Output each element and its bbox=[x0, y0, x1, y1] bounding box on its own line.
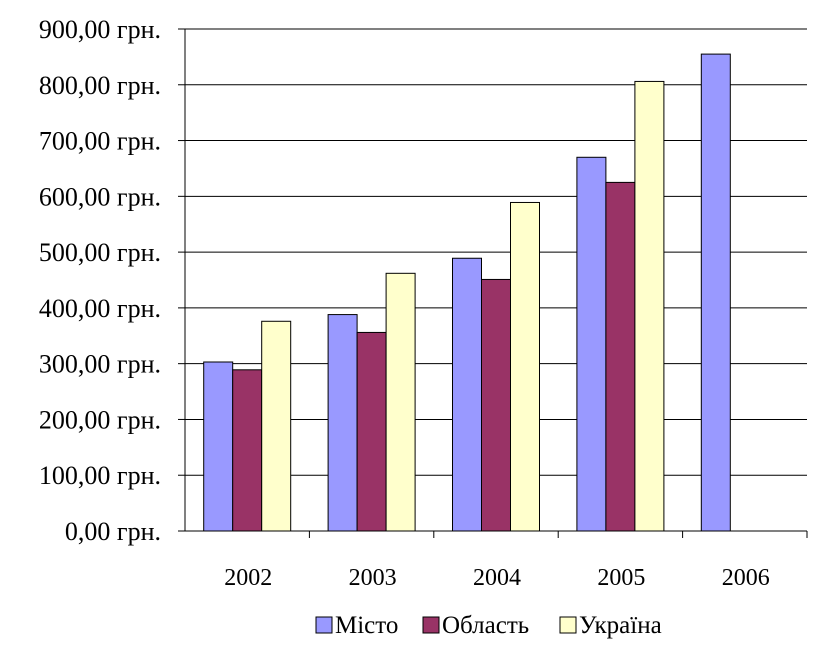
legend-swatch-1 bbox=[422, 616, 440, 634]
bar-місто-2005 bbox=[576, 156, 607, 532]
legend-label-1: Область bbox=[442, 612, 529, 639]
bar-україна-2005 bbox=[634, 80, 665, 532]
x-tick-label: 2003 bbox=[349, 565, 397, 591]
legend-label-0: Місто bbox=[335, 612, 398, 639]
x-tick-label: 2005 bbox=[597, 565, 645, 591]
bar-місто-2006 bbox=[700, 53, 731, 532]
y-tick-label: 800,00 грн. bbox=[39, 71, 161, 100]
bar-область-2005 bbox=[605, 181, 636, 532]
legend: Місто Область Україна bbox=[315, 612, 662, 639]
bar-місто-2003 bbox=[327, 314, 358, 532]
bar-область-2003 bbox=[356, 331, 387, 532]
x-tick-label: 2002 bbox=[224, 565, 272, 591]
legend-label-2: Україна bbox=[579, 612, 662, 639]
bar-область-2002 bbox=[232, 369, 263, 532]
x-axis-tick-labels: 2002 2003 2004 2005 2006 bbox=[224, 565, 770, 591]
y-tick-label: 600,00 грн. bbox=[39, 182, 161, 211]
y-tick-label: 900,00 грн. bbox=[39, 15, 161, 44]
bar-україна-2002 bbox=[261, 320, 292, 532]
y-tick-label: 500,00 грн. bbox=[39, 238, 161, 267]
x-tick-label: 2004 bbox=[473, 565, 521, 591]
bar-область-2004 bbox=[481, 278, 511, 532]
bar-україна-2003 bbox=[385, 272, 416, 532]
legend-swatch-0 bbox=[315, 616, 333, 634]
legend-swatch-2 bbox=[559, 616, 577, 634]
y-tick-label: 0,00 грн. bbox=[65, 517, 161, 546]
axes bbox=[178, 28, 808, 538]
x-tick-label: 2006 bbox=[722, 565, 770, 591]
bar-місто-2004 bbox=[452, 257, 482, 532]
y-tick-label: 300,00 грн. bbox=[39, 350, 161, 379]
bar-місто-2002 bbox=[203, 361, 234, 532]
bars bbox=[203, 53, 731, 532]
y-tick-label: 200,00 грн. bbox=[39, 405, 161, 434]
y-tick-label: 100,00 грн. bbox=[39, 461, 161, 490]
y-tick-label: 400,00 грн. bbox=[39, 294, 161, 323]
bar-україна-2004 bbox=[510, 201, 540, 532]
y-tick-label: 700,00 грн. bbox=[39, 127, 161, 156]
y-axis-tick-labels: 0,00 грн. 100,00 грн. 200,00 грн. 300,00 гр… bbox=[39, 15, 161, 546]
